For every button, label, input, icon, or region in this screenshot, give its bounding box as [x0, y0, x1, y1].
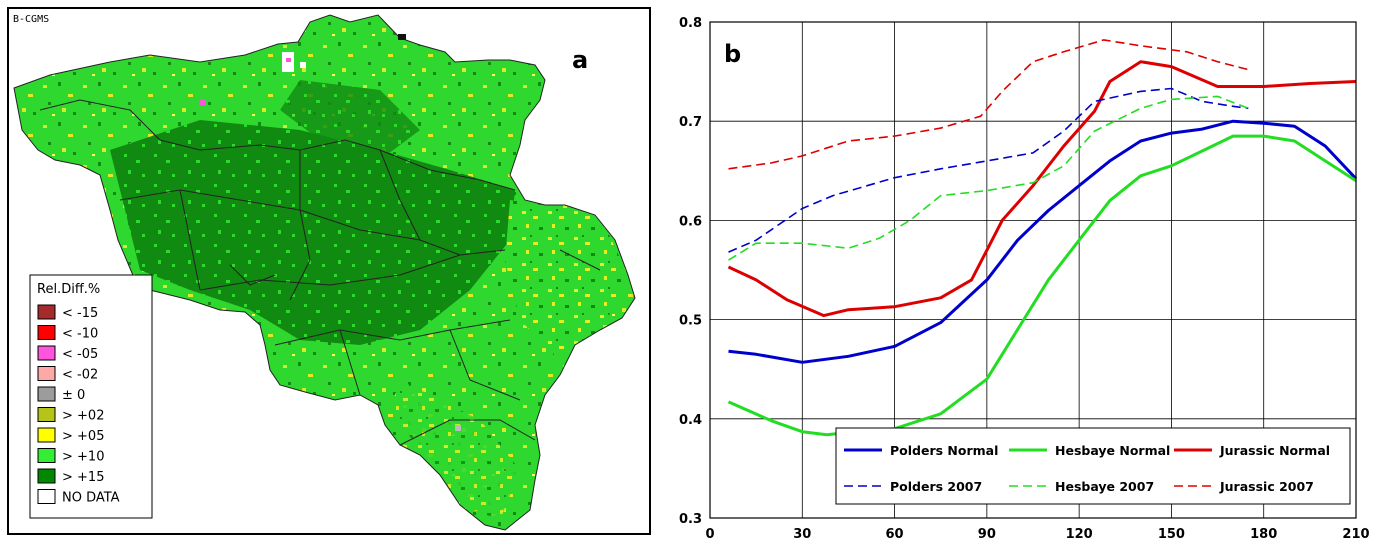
chart-legend-item: Polders 2007 [844, 479, 982, 494]
legend-item-label: NO DATA [62, 491, 120, 506]
map-svg: B-CGMS a Rel.Diff.% < -15 < -10 < -05 < -02… [7, 7, 651, 535]
legend-swatch [37, 427, 56, 443]
y-tick-label: 0.7 [679, 115, 702, 130]
legend-item: ± 0 [37, 386, 85, 403]
chart-legend: Polders Normal Hesbaye Normal Jurassic Nor… [835, 427, 1351, 505]
chart-legend-label: Polders Normal [890, 443, 998, 458]
legend-item: < -10 [37, 325, 98, 342]
legend-title: Rel.Diff.% [37, 282, 100, 297]
x-tick-label: 30 [793, 527, 811, 542]
map-source-label: B-CGMS [13, 14, 49, 25]
legend-item-label: < -15 [62, 306, 98, 321]
legend-swatch [37, 468, 56, 484]
plot-frame [709, 21, 1357, 519]
chart-legend-box [835, 427, 1351, 505]
y-tick-label: 0.3 [679, 512, 702, 527]
legend-swatch [37, 345, 56, 361]
legend-swatch [37, 325, 56, 340]
chart-legend-label: Jurassic Normal [1219, 443, 1330, 458]
chart-legend-item: Jurassic 2007 [1174, 479, 1314, 494]
legend-item-label: < -05 [62, 347, 98, 362]
map-legend: Rel.Diff.% < -15 < -10 < -05 < -02 ± 0 > +02 >… [29, 274, 153, 519]
legend-item-label: > +05 [62, 429, 104, 444]
legend-swatch [37, 304, 56, 320]
legend-item: < -02 [37, 366, 98, 383]
legend-item-label: > +15 [62, 470, 104, 485]
chart-legend-label: Hesbaye 2007 [1055, 479, 1154, 494]
chart-legend-item: Jurassic Normal [1174, 443, 1330, 458]
chart-legend-label: Polders 2007 [890, 479, 982, 494]
legend-item-label: < -02 [62, 368, 98, 383]
series-line-3 [728, 87, 1249, 253]
chart-legend-label: Jurassic 2007 [1219, 479, 1314, 494]
series-line-5 [728, 39, 1249, 170]
legend-swatch [37, 489, 56, 504]
legend-swatch [37, 448, 56, 463]
chart-panel: 0 30 60 90 120 150 180 210 0.3 0.4 0.5 0.6 0.7 0.8 b … [660, 0, 1384, 546]
legend-swatch [37, 407, 56, 422]
legend-item-label: ± 0 [62, 388, 85, 403]
map-panel-label: a [572, 46, 588, 74]
x-tick-label: 210 [1342, 527, 1369, 542]
map-boundaries [13, 14, 636, 531]
legend-swatch [37, 366, 56, 381]
x-tick-label: 150 [1158, 527, 1185, 542]
y-tick-label: 0.4 [679, 413, 702, 428]
series-line-2 [727, 60, 1357, 318]
chart-panel-label: b [724, 40, 741, 68]
legend-item: < -05 [37, 345, 98, 362]
y-tick-label: 0.5 [679, 314, 702, 329]
x-tick-label: 180 [1250, 527, 1277, 542]
x-tick-label: 0 [705, 527, 714, 542]
y-tick-label: 0.6 [679, 214, 702, 229]
chart-series [727, 39, 1358, 437]
chart-legend-item: Hesbaye 2007 [1009, 479, 1154, 494]
legend-item: NO DATA [37, 489, 120, 506]
legend-item: > +10 [37, 448, 104, 465]
legend-item-label: > +10 [62, 450, 104, 465]
legend-item-label: < -10 [62, 327, 98, 342]
chart-legend-item: Polders Normal [844, 443, 998, 458]
x-tick-label: 60 [886, 527, 904, 542]
legend-item: < -15 [37, 304, 98, 321]
x-tick-label: 120 [1066, 527, 1093, 542]
legend-item: > +15 [37, 468, 104, 485]
map-panel: B-CGMS a Rel.Diff.% < -15 < -10 < -05 < -02… [0, 0, 660, 546]
legend-swatch [37, 386, 56, 402]
series-line-4 [728, 95, 1249, 261]
chart-legend-label: Hesbaye Normal [1055, 443, 1170, 458]
chart-legend-item: Hesbaye Normal [1009, 443, 1170, 458]
series-line-0 [728, 119, 1358, 364]
legend-item-label: > +02 [62, 409, 104, 424]
chart-ticks: 0 30 60 90 120 150 180 210 0.3 0.4 0.5 0.6 0.7 0.8 [679, 16, 1370, 542]
map-speckles [200, 34, 461, 431]
x-tick-label: 90 [978, 527, 996, 542]
legend-item: > +02 [37, 407, 104, 424]
legend-item: > +05 [37, 427, 104, 444]
y-tick-label: 0.8 [679, 16, 702, 31]
series-line-1 [727, 134, 1357, 437]
